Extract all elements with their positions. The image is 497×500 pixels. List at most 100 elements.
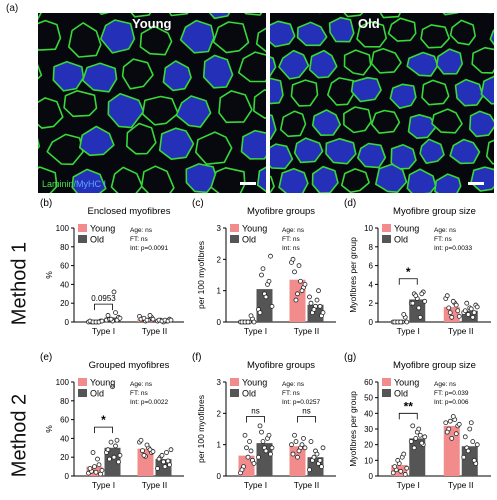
type-ii-fibre: [168, 13, 189, 17]
type-ii-fibre: [485, 139, 494, 165]
data-point: [449, 436, 455, 441]
type-ii-fibre: [253, 89, 266, 119]
method-1-label: Method 1: [8, 241, 31, 326]
y-tick-label: 20: [60, 453, 69, 462]
data-point: [464, 300, 470, 306]
data-point: [266, 278, 272, 284]
y-tick-label: 0: [65, 318, 70, 327]
type-i-fibre: [202, 54, 234, 89]
legend-swatch-old: [78, 235, 87, 243]
significance-label: 0.0953: [91, 294, 116, 303]
type-i-fibre: [278, 49, 310, 80]
data-point: [461, 454, 467, 460]
y-tick-label: 1: [217, 441, 222, 450]
type-ii-fibre: [38, 166, 58, 193]
data-point: [296, 448, 302, 454]
type-ii-fibre: [141, 95, 179, 126]
data-point: [245, 319, 251, 325]
data-point: [447, 418, 453, 424]
type-i-fibre: [107, 92, 145, 129]
type-ii-fibre: [431, 108, 463, 134]
data-point: [446, 305, 452, 311]
legend-label-young: Young: [90, 224, 115, 234]
data-point: [108, 439, 114, 445]
legend-swatch-old: [230, 235, 239, 243]
data-point: [117, 315, 123, 321]
data-point: [257, 423, 263, 429]
data-point: [404, 465, 410, 471]
type-ii-fibre: [356, 21, 387, 48]
data-point: [392, 464, 398, 469]
type-ii-fibre: [38, 63, 43, 80]
bar-old: [256, 443, 273, 476]
data-point: [164, 450, 169, 455]
legend-swatch-young: [230, 224, 239, 232]
stat-line: FT: p=0.039: [434, 390, 469, 397]
legend-label-old: Old: [90, 389, 104, 399]
legend-label-old: Old: [242, 235, 256, 245]
data-point: [244, 445, 249, 451]
data-point: [395, 457, 401, 463]
data-point: [314, 297, 320, 303]
type-i-fibre: [308, 49, 338, 79]
scale-bar-old: [468, 182, 484, 185]
type-ii-fibre: [340, 168, 370, 193]
y-tick-label: 40: [364, 409, 373, 418]
type-ii-fibre: [140, 165, 175, 193]
stat-line: Age: ns: [434, 381, 457, 388]
type-ii-fibre: [387, 17, 417, 42]
data-point: [256, 454, 261, 460]
micrograph-young-image: [38, 13, 266, 193]
data-point: [248, 448, 254, 454]
type-i-fibre: [434, 173, 462, 193]
data-point: [87, 466, 93, 471]
data-point: [417, 432, 423, 438]
type-i-fibre: [357, 142, 387, 169]
data-point: [317, 457, 323, 463]
stain-separator: /: [73, 179, 77, 189]
significance-label: **: [404, 399, 414, 413]
data-point: [295, 454, 300, 460]
x-tick-label: Type I: [397, 326, 420, 336]
y-tick-label: 80: [60, 243, 69, 252]
type-i-fibre: [406, 51, 439, 77]
y-tick-label: 20: [60, 299, 69, 308]
legend-swatch-old: [382, 389, 391, 397]
legend-label-young: Young: [394, 378, 419, 388]
type-ii-fibre: [449, 19, 476, 46]
significance-label: ns: [302, 406, 310, 415]
y-axis-label: %: [44, 425, 54, 433]
y-tick-label: 100: [56, 224, 70, 233]
type-ii-fibre: [126, 122, 157, 155]
data-point: [398, 468, 404, 474]
type-ii-fibre: [270, 175, 275, 193]
x-tick-label: Type I: [92, 326, 115, 336]
data-point: [113, 310, 118, 315]
data-point: [162, 464, 168, 469]
type-ii-fibre: [38, 97, 64, 129]
data-point: [413, 293, 419, 299]
data-point: [144, 442, 150, 448]
old-image-label: Old: [358, 16, 380, 31]
data-point: [404, 319, 410, 325]
data-point: [474, 304, 480, 310]
data-point: [90, 450, 96, 455]
data-point: [468, 420, 474, 426]
data-point: [449, 314, 455, 320]
y-tick-label: 0: [217, 472, 222, 481]
data-point: [113, 443, 118, 449]
type-i-fibre: [449, 138, 481, 165]
type-ii-fibre: [343, 106, 372, 134]
y-axis-label: %: [44, 271, 54, 279]
legend-swatch-old: [230, 389, 239, 397]
stat-line: Int: p=0.006: [434, 399, 469, 406]
y-tick-label: 20: [364, 441, 373, 450]
data-point: [299, 288, 305, 294]
data-point: [150, 449, 156, 454]
data-point: [419, 440, 425, 446]
panel-label: (f): [192, 352, 201, 363]
data-point: [263, 448, 269, 454]
micrograph-young: Young Laminin/MyHC I: [38, 13, 266, 193]
data-point: [422, 434, 428, 440]
data-point: [141, 452, 147, 458]
